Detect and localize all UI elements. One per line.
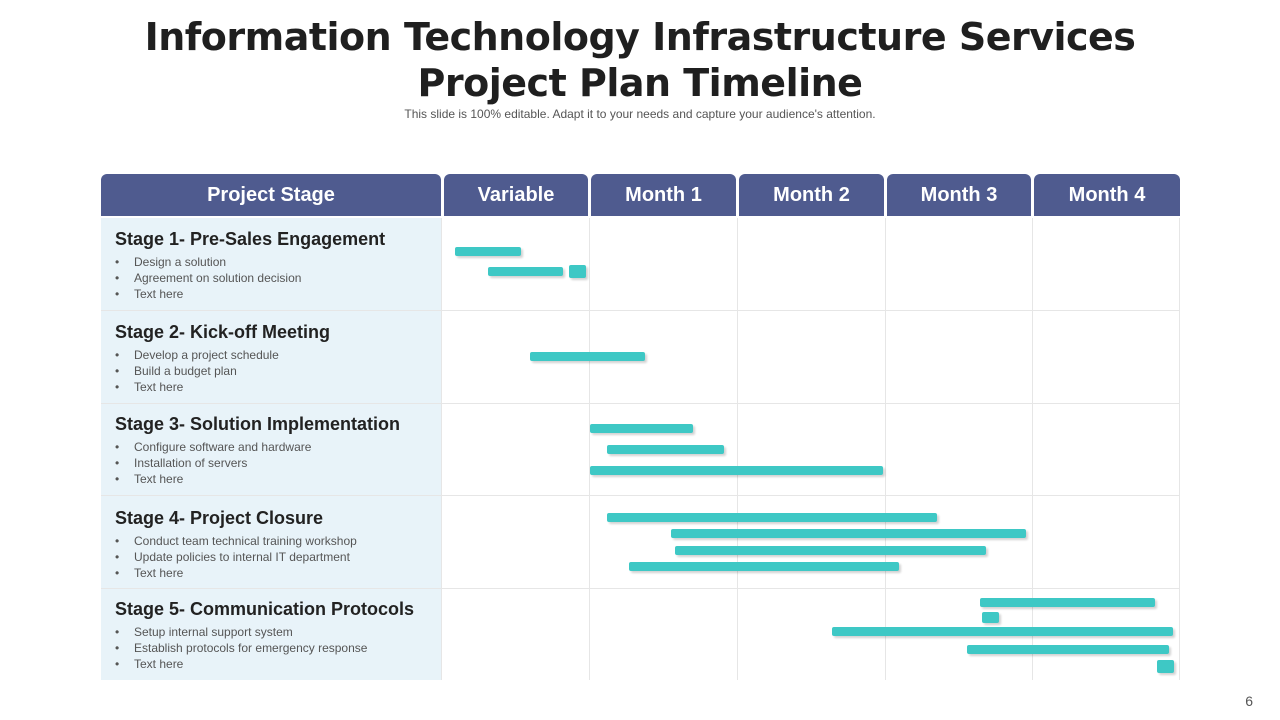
- stage-1: Stage 1- Pre-Sales Engagement Design a s…: [115, 229, 440, 302]
- gantt-bar: [832, 627, 1173, 636]
- gantt-bar: [671, 529, 1026, 538]
- stage-5: Stage 5- Communication Protocols Setup i…: [115, 599, 440, 672]
- grid-line: [589, 218, 590, 680]
- header-month-2: Month 2: [739, 174, 884, 216]
- timeline-table: Project Stage Variable Month 1 Month 2 M…: [101, 174, 1180, 680]
- stage-title: Stage 4- Project Closure: [115, 508, 324, 528]
- grid-line: [1032, 218, 1033, 680]
- stage-item: Text here: [115, 286, 440, 302]
- row-divider: [101, 588, 1180, 589]
- header-variable: Variable: [444, 174, 588, 216]
- header-project-stage: Project Stage: [101, 174, 441, 216]
- gantt-bar: [590, 466, 883, 475]
- table-header: Project Stage Variable Month 1 Month 2 M…: [101, 174, 1180, 216]
- stage-item: Agreement on solution decision: [115, 270, 440, 286]
- row-divider: [101, 403, 1180, 404]
- slide-title: Information Technology Infrastructure Se…: [144, 15, 1136, 105]
- grid-line: [441, 218, 442, 680]
- grid-line: [1179, 218, 1180, 680]
- stage-item: Text here: [115, 565, 440, 581]
- gantt-bar: [455, 247, 521, 256]
- header-month-1: Month 1: [591, 174, 736, 216]
- stage-item: Text here: [115, 379, 440, 395]
- stage-title: Stage 5- Communication Protocols: [115, 599, 415, 619]
- gantt-bar: [569, 265, 586, 278]
- stage-item: Setup internal support system: [115, 624, 440, 640]
- gantt-bar: [982, 612, 999, 623]
- stage-2: Stage 2- Kick-off Meeting Develop a proj…: [115, 322, 440, 395]
- stage-3: Stage 3- Solution Implementation Configu…: [115, 414, 440, 487]
- row-divider: [101, 310, 1180, 311]
- stage-title: Stage 1- Pre-Sales Engagement: [115, 229, 386, 249]
- stage-title: Stage 3- Solution Implementation: [115, 414, 401, 434]
- page-number: 6: [1245, 693, 1253, 709]
- gantt-bar: [590, 424, 693, 433]
- gantt-bar: [967, 645, 1169, 654]
- stage-4: Stage 4- Project Closure Conduct team te…: [115, 508, 440, 581]
- gantt-bar: [675, 546, 986, 555]
- gantt-bar: [629, 562, 899, 571]
- stage-title: Stage 2- Kick-off Meeting: [115, 322, 331, 342]
- stage-item: Build a budget plan: [115, 363, 440, 379]
- stage-item: Update policies to internal IT departmen…: [115, 549, 440, 565]
- stage-item: Text here: [115, 471, 440, 487]
- slide-subtitle: This slide is 100% editable. Adapt it to…: [404, 107, 876, 121]
- gantt-bar: [607, 445, 724, 454]
- stage-item: Conduct team technical training workshop: [115, 533, 440, 549]
- stage-item: Design a solution: [115, 254, 440, 270]
- header-month-4: Month 4: [1034, 174, 1180, 216]
- gantt-bar: [488, 267, 563, 276]
- stage-item: Establish protocols for emergency respon…: [115, 640, 440, 656]
- stage-item: Text here: [115, 656, 440, 672]
- header-month-3: Month 3: [887, 174, 1031, 216]
- gantt-bar: [530, 352, 645, 361]
- gantt-bar: [607, 513, 937, 522]
- row-divider: [101, 495, 1180, 496]
- stage-item: Installation of servers: [115, 455, 440, 471]
- stage-item: Develop a project schedule: [115, 347, 440, 363]
- grid-line: [885, 218, 886, 680]
- grid-line: [737, 218, 738, 680]
- stage-item: Configure software and hardware: [115, 439, 440, 455]
- gantt-bar: [1157, 660, 1174, 673]
- gantt-bar: [980, 598, 1155, 607]
